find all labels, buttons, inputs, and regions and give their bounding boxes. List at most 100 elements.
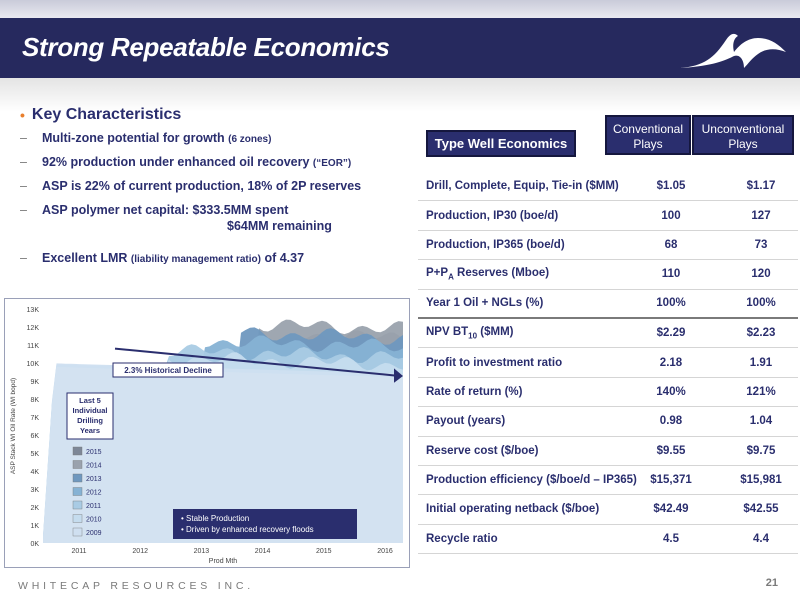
footer-company: WHITECAP RESOURCES INC.	[18, 580, 254, 592]
table-row: Initial operating netback ($/boe) $42.49 $…	[418, 495, 798, 525]
row-label: Production efficiency ($/boe/d – IP365)	[426, 474, 637, 487]
cell-unconventional: 100%	[746, 297, 776, 310]
cell-conventional: 100%	[656, 297, 686, 310]
table-row: Reserve cost ($/boe) $9.55 $9.75	[418, 437, 798, 466]
x-tick-label: 2014	[255, 548, 271, 555]
legend-title-line: Drilling	[77, 416, 103, 425]
bullet-continuation: $64MM remaining	[227, 219, 332, 233]
table-row: Drill, Complete, Equip, Tie-in ($MM) $1.0…	[418, 172, 798, 202]
y-tick-label: 12K	[27, 325, 40, 332]
x-tick-label: 2016	[377, 548, 393, 555]
row-label-subscript: 10	[468, 331, 478, 341]
table-row: Profit to investment ratio 2.18 1.91	[418, 348, 798, 378]
cell-conventional: $42.49	[653, 503, 689, 516]
production-chart: 0K 1K 2K 3K 4K 5K 6K 7K 8K 9K 10K 11K 12K 13K 2011 2012…	[4, 298, 410, 568]
y-axis-label: ASP Stack WI Oil Rate (WI bopd)	[10, 378, 17, 474]
dash-icon: –	[20, 203, 27, 217]
col2-line1: Unconventional	[701, 122, 785, 136]
cell-conventional: $2.29	[656, 327, 686, 340]
header-bar: Strong Repeatable Economics	[0, 18, 800, 78]
callout-line: • Driven by enhanced recovery floods	[181, 525, 314, 534]
bullet-item: – 92% production under enhanced oil reco…	[20, 154, 420, 178]
type-well-economics-tag: Type Well Economics	[426, 130, 576, 157]
cell-unconventional: $1.17	[746, 180, 776, 193]
y-tick-label: 1K	[30, 523, 39, 530]
cell-unconventional: $42.55	[743, 503, 779, 516]
cell-unconventional: 121%	[746, 385, 776, 398]
bullet-item: – ASP is 22% of current production, 18% …	[20, 178, 420, 202]
row-label: Production, IP30 (boe/d)	[426, 209, 559, 222]
bullet-text: ASP polymer net capital: $333.5MM spent	[42, 203, 289, 217]
x-tick-label: 2015	[316, 548, 332, 555]
table-row: Recycle ratio 4.5 4.4	[418, 525, 798, 555]
page-title: Strong Repeatable Economics	[22, 32, 390, 62]
column-header-conventional: Conventional Plays	[605, 115, 691, 155]
cell-unconventional: $15,981	[740, 474, 782, 487]
bullet-text: 92% production under enhanced oil recove…	[42, 155, 310, 169]
legend-entry-label: 2013	[86, 476, 102, 483]
y-tick-label: 3K	[30, 487, 39, 494]
cell-conventional: $1.05	[656, 180, 686, 193]
y-tick-label: 13K	[27, 307, 40, 314]
bullet-text: Multi-zone potential for growth	[42, 131, 225, 145]
col2-line2: Plays	[728, 137, 758, 151]
column-header-unconventional: Unconventional Plays	[692, 115, 794, 155]
cell-unconventional: 4.4	[753, 532, 769, 545]
table-row: Production, IP365 (boe/d) 68 73	[418, 231, 798, 261]
cell-conventional: 100	[661, 209, 681, 222]
economics-table: Drill, Complete, Equip, Tie-in ($MM) $1.0…	[418, 172, 798, 555]
bullet-item: – Multi-zone potential for growth (6 zon…	[20, 130, 420, 154]
y-tick-label: 9K	[30, 379, 39, 386]
legend-title-box	[66, 392, 114, 440]
row-label-subscript: A	[448, 272, 454, 282]
page-number: 21	[765, 577, 778, 589]
callout-line: • Stable Production	[181, 514, 249, 523]
cell-unconventional: 1.04	[749, 415, 773, 428]
y-tick-label: 10K	[27, 361, 40, 368]
table-row: Year 1 Oil + NGLs (%) 100% 100%	[418, 290, 798, 319]
legend-swatch	[72, 500, 83, 510]
table-row: Production efficiency ($/boe/d – IP365) $…	[418, 466, 798, 496]
legend-entry-label: 2010	[86, 517, 102, 524]
bullet-tail: of 4.37	[264, 251, 305, 265]
bullet-text: ASP is 22% of current production, 18% of…	[42, 179, 362, 193]
bullet-small: (6 zones)	[228, 134, 272, 145]
table-row: NPV BT10 ($MM) $2.29 $2.23	[418, 319, 798, 349]
row-label: Production, IP365 (boe/d)	[426, 238, 565, 251]
dash-icon: –	[20, 131, 27, 145]
bullet-main-label: Key Characteristics	[31, 106, 182, 123]
cell-unconventional: $9.75	[746, 444, 776, 457]
table-row: P+PA Reserves (Mboe) 110 120	[418, 260, 798, 290]
y-tick-label: 6K	[30, 433, 39, 440]
cell-conventional: 68	[664, 238, 678, 251]
decline-annotation-box	[112, 362, 224, 378]
legend-title-line: Individual	[72, 406, 107, 415]
production-chart-svg: 0K 1K 2K 3K 4K 5K 6K 7K 8K 9K 10K 11K 12K 13K 2011 2012…	[10, 307, 403, 565]
row-label: Profit to investment ratio	[426, 356, 563, 369]
header-shade	[0, 78, 800, 112]
bullet-main: • Key Characteristics	[20, 106, 420, 124]
decline-arrow-icon	[394, 368, 403, 383]
row-label: P+PA Reserves (Mboe)	[426, 267, 550, 282]
row-label: NPV BT10 ($MM)	[426, 326, 514, 341]
row-label: Recycle ratio	[426, 532, 498, 545]
legend-entry-label: 2014	[86, 463, 102, 470]
legend-entry-label: 2009	[86, 530, 102, 537]
cell-conventional: 0.98	[659, 415, 683, 428]
top-strip	[0, 0, 800, 18]
col1-line1: Conventional	[612, 122, 684, 136]
dash-icon: –	[20, 179, 27, 193]
y-tick-label: 4K	[30, 469, 39, 476]
legend-swatch	[72, 473, 83, 483]
x-tick-label: 2011	[71, 548, 86, 555]
y-tick-label: 7K	[30, 415, 39, 422]
row-label: Reserve cost ($/boe)	[426, 444, 539, 457]
bullet-small: (liability management ratio)	[130, 254, 261, 265]
legend-swatch	[72, 460, 83, 469]
legend-entry-label: 2011	[86, 503, 101, 510]
x-tick-label: 2013	[194, 548, 210, 555]
legend-entry-label: 2015	[86, 449, 102, 456]
bullet-small: (“EOR”)	[312, 158, 352, 169]
cell-conventional: $15,371	[650, 474, 692, 487]
y-tick-label: 0K	[30, 541, 39, 548]
